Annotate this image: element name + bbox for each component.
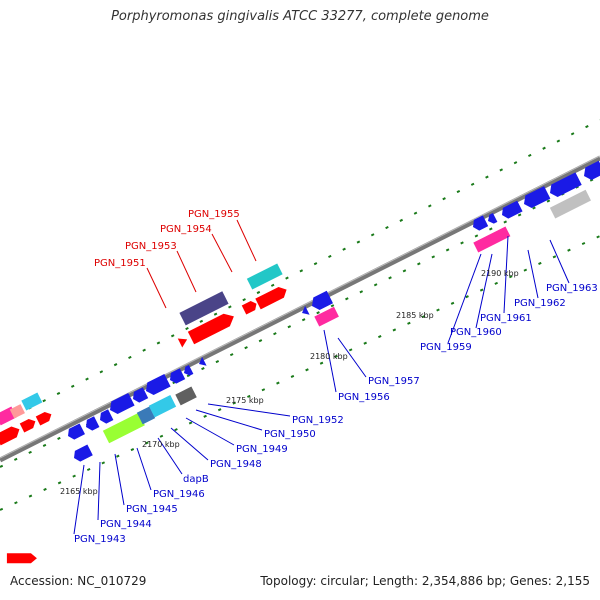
gene-red-edge-2	[19, 419, 36, 433]
gene-label: PGN_1953	[125, 241, 177, 252]
accession-text: Accession: NC_010729	[10, 574, 147, 588]
map-title: Porphyromonas gingivalis ATCC 33277, com…	[111, 9, 489, 24]
gene-pgn1959	[473, 215, 489, 231]
gene-cyan-edge	[21, 392, 43, 411]
gene-pgn1953	[187, 313, 234, 345]
leader-pgn1944	[97, 461, 101, 521]
gene-pgn1954	[241, 301, 257, 315]
gene-label: PGN_1963	[546, 283, 598, 294]
gene-pink-1959	[473, 226, 511, 253]
gene-label: PGN_1943	[74, 534, 126, 545]
leader-pgn1945	[114, 453, 125, 506]
leader-pgn1949	[185, 417, 235, 446]
gene-pgn1945b	[100, 409, 114, 424]
gene-label: dapB	[183, 474, 209, 485]
gene-pgn1947	[133, 387, 149, 403]
gene-label: PGN_1951	[94, 258, 146, 269]
tick-label: 2165 kbp	[60, 487, 98, 496]
leader-pgn1952	[207, 403, 291, 417]
forward-genes	[6, 553, 37, 564]
leader-pgn1960	[475, 253, 493, 329]
gene-label: PGN_1962	[514, 298, 566, 309]
gene-label: PGN_1959	[420, 342, 472, 353]
gene-label: PGN_1956	[338, 392, 390, 403]
gene-salmon-edge	[9, 404, 25, 419]
leader-pgn1955	[236, 219, 257, 262]
gene-arrow-left-red	[6, 553, 37, 564]
tick-label: 2190 kbp	[481, 269, 519, 278]
gene-label: PGN_1945	[126, 504, 178, 515]
leader-pgn1956	[323, 329, 337, 393]
topology-text: Topology: circular; Length: 2,354,886 bp…	[260, 574, 590, 588]
gene-pgn1944	[68, 423, 85, 440]
gene-gray-1963	[549, 189, 591, 219]
gene-pgn1949	[170, 368, 186, 384]
gene-teal-1	[246, 263, 283, 290]
gene-label: PGN_1948	[210, 459, 262, 470]
gene-steel	[136, 406, 156, 425]
gene-pgn1956a	[302, 305, 310, 315]
gene-pgn1943	[74, 444, 93, 462]
gene-lime	[102, 412, 145, 444]
leader-lines	[73, 219, 570, 535]
gene-pgn1955	[255, 286, 287, 310]
genome-backbone-highlight	[0, 155, 600, 459]
leader-pgn1954	[211, 233, 233, 273]
gene-label: PGN_1961	[480, 313, 532, 324]
gene-pgn1945a	[86, 416, 100, 431]
forward-gene-set	[0, 286, 287, 446]
leader-pgn1962	[527, 249, 539, 299]
leader-pgn1961	[503, 235, 509, 314]
gene-label: PGN_1955	[188, 209, 240, 220]
tick-label: 2180 kbp	[310, 352, 348, 361]
tick-labels: 2165 kbp 2170 kbp 2175 kbp 2180 kbp 2185…	[60, 269, 519, 496]
gene-pgn1963	[550, 172, 582, 198]
leader-pgn1951	[146, 267, 167, 309]
gene-dapB	[148, 394, 177, 418]
upper-dot-track	[0, 119, 600, 424]
tick-label: 2175 kbp	[226, 396, 264, 405]
gene-pgn1961	[502, 200, 523, 219]
forward-gene-labels: PGN_1951 PGN_1953 PGN_1954 PGN_1955	[94, 209, 240, 269]
gene-label: PGN_1960	[450, 327, 502, 338]
gene-pgn1946	[110, 392, 135, 415]
gene-pgn1952	[199, 356, 207, 366]
leader-pgn1959	[447, 253, 482, 344]
gene-pgn1951-marker	[177, 338, 188, 348]
gene-dimgray	[175, 386, 197, 406]
gene-label: PGN_1950	[264, 429, 316, 440]
leader-pgn1950	[195, 409, 263, 431]
leader-pgn1957	[337, 337, 367, 378]
leader-pgn1943	[73, 464, 85, 535]
gene-label: PGN_1954	[160, 224, 212, 235]
gene-pgn1950	[184, 364, 194, 376]
gene-pink-1956	[314, 306, 339, 327]
leader-pgn1946	[136, 447, 152, 491]
feature-genes	[0, 189, 591, 426]
gene-red-edge-1	[0, 426, 20, 446]
leader-pgn1963	[549, 239, 570, 284]
leader-dapB	[157, 437, 183, 475]
genome-backbone	[0, 155, 600, 463]
gene-pgn1960	[488, 212, 498, 224]
gene-label: PGN_1952	[292, 415, 344, 426]
tick-label: 2170 kbp	[142, 440, 180, 449]
gene-darkslate	[179, 291, 229, 326]
leader-pgn1948	[170, 427, 209, 461]
guide-tracks	[0, 119, 600, 511]
gene-label: PGN_1946	[153, 489, 205, 500]
gene-label: PGN_1957	[368, 376, 420, 387]
gene-label: PGN_1949	[236, 444, 288, 455]
gene-pgn1948	[146, 373, 171, 396]
leader-pgn1953	[176, 250, 197, 293]
gene-pgn1957	[312, 290, 334, 311]
reverse-gene-labels: PGN_1943 PGN_1944 PGN_1945 PGN_1946 dapB…	[74, 283, 598, 545]
gene-label: PGN_1944	[100, 519, 152, 530]
gene-red-edge-3	[35, 412, 52, 426]
tick-label: 2185 kbp	[396, 311, 434, 320]
gene-pgn1962	[524, 186, 551, 209]
